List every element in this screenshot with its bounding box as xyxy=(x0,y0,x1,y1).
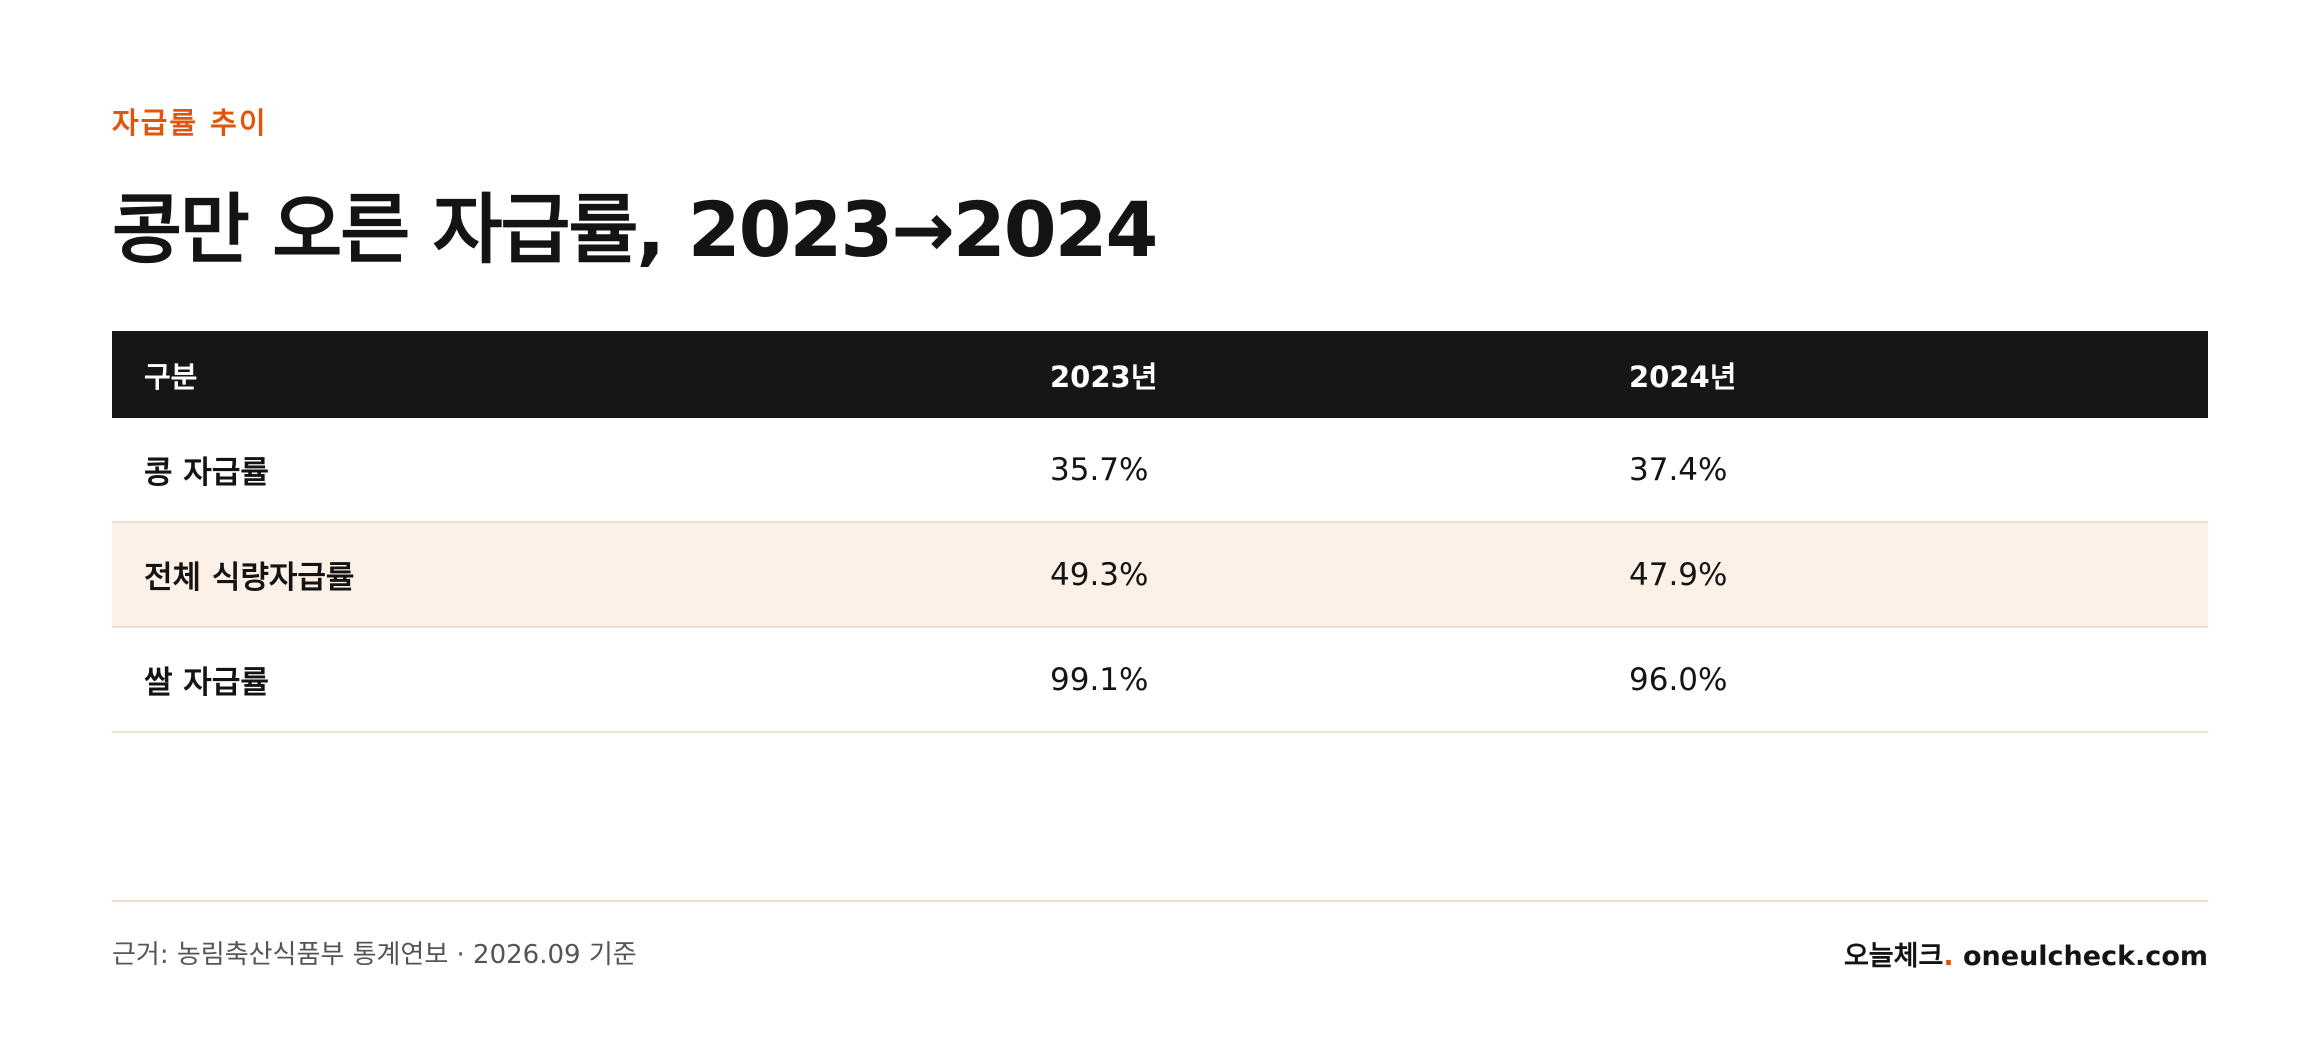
value-2023: 99.1% xyxy=(1050,661,1149,698)
data-table: 구분 2023년 2024년 콩 자급률 35.7% 37.4% 전체 식량자급… xyxy=(112,331,2208,733)
value-2024: 37.4% xyxy=(1629,451,1728,488)
brand-logo: 오늘체크. oneulcheck.com xyxy=(1844,934,2208,973)
eyebrow-label: 자급률 추이 xyxy=(112,106,268,140)
value-2023: 35.7% xyxy=(1050,451,1149,488)
table-row: 콩 자급률 35.7% 37.4% xyxy=(112,418,2208,523)
row-label: 콩 자급률 xyxy=(144,455,269,491)
row-label: 쌀 자급률 xyxy=(144,665,269,701)
column-header-2023: 2023년 xyxy=(1050,359,1158,394)
table-row-highlighted: 전체 식량자급률 49.3% 47.9% xyxy=(112,523,2208,628)
column-header-category: 구분 xyxy=(144,359,198,394)
value-2024: 96.0% xyxy=(1629,661,1728,698)
row-label: 전체 식량자급률 xyxy=(144,560,355,596)
value-2023: 49.3% xyxy=(1050,556,1149,593)
page-title: 콩만 오른 자급률, 2023→2024 xyxy=(112,185,1158,274)
brand-name: 오늘체크 xyxy=(1843,941,1944,972)
page: 자급률 추이 콩만 오른 자급률, 2023→2024 구분 2023년 202… xyxy=(112,0,2208,1046)
brand-url: oneulcheck.com xyxy=(1953,941,2208,972)
footer-divider xyxy=(112,900,2208,902)
table-header-row: 구분 2023년 2024년 xyxy=(112,331,2208,418)
source-note: 근거: 농림축산식품부 통계연보 · 2026.09 기준 xyxy=(112,940,637,970)
brand-dot: . xyxy=(1943,941,1954,972)
table-row: 쌀 자급률 99.1% 96.0% xyxy=(112,628,2208,733)
column-header-2024: 2024년 xyxy=(1629,359,1737,394)
value-2024: 47.9% xyxy=(1629,556,1728,593)
